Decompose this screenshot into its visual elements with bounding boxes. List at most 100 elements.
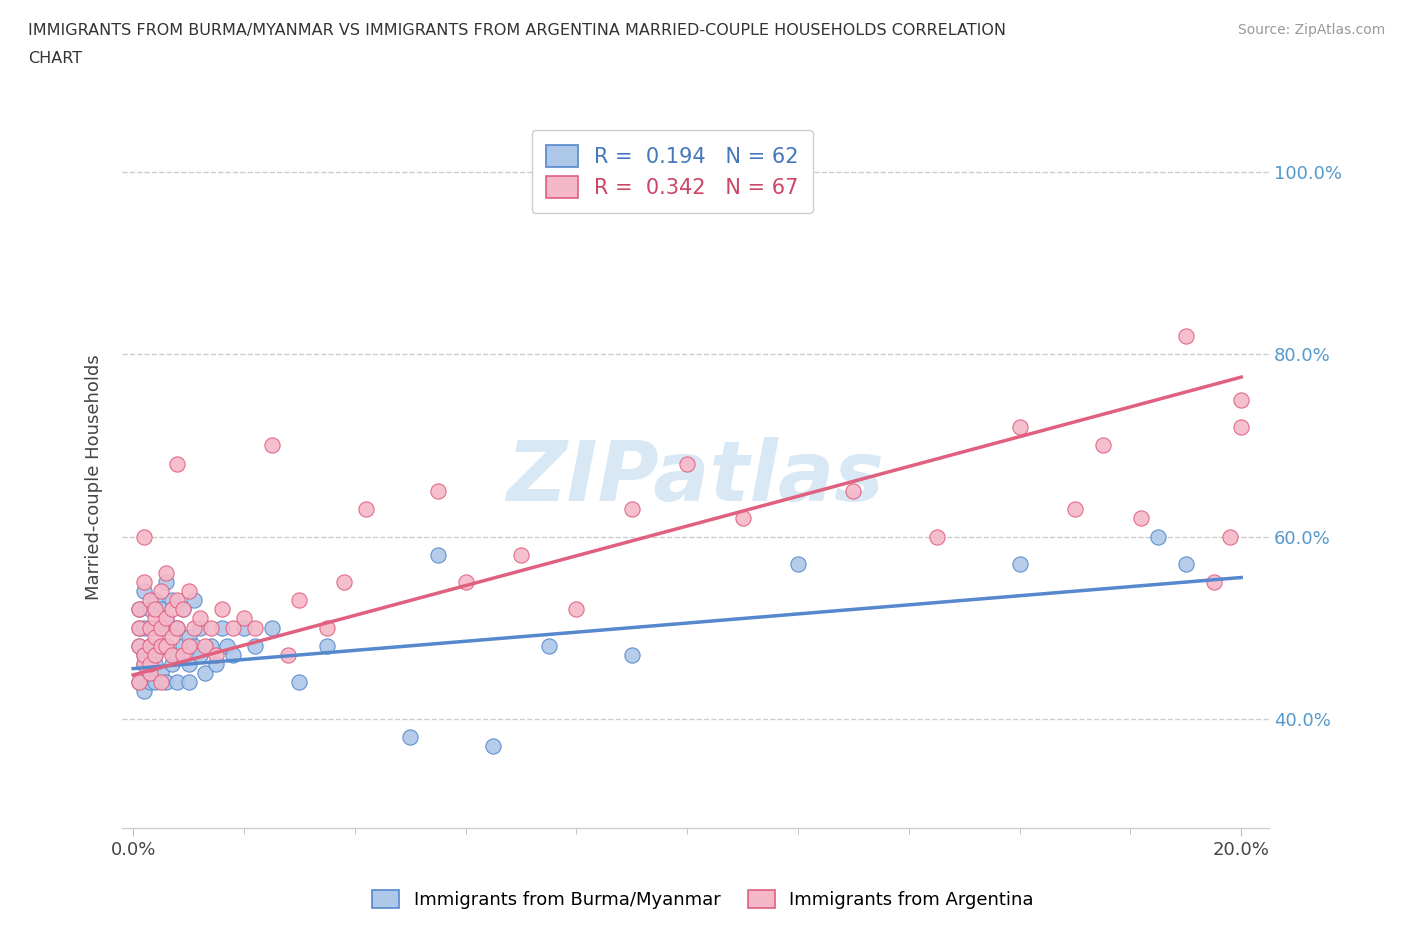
Point [139,657,162,671]
Point [194,638,217,653]
Point [316,638,339,653]
Point [166,457,188,472]
Point [149,620,172,635]
Point [143,647,166,662]
Point [1202,575,1225,590]
Point [1008,419,1031,434]
Point [128,602,150,617]
Point [166,675,188,690]
Point [143,657,166,671]
Point [510,547,533,562]
Point [128,638,150,653]
Point [143,620,166,635]
Point [565,602,588,617]
Point [134,647,156,662]
Point [139,675,162,690]
Point [188,620,211,635]
Point [316,620,339,635]
Point [288,592,311,607]
Point [1130,511,1153,525]
Point [676,457,699,472]
Point [1147,529,1170,544]
Point [537,638,560,653]
Point [128,638,150,653]
Point [139,638,162,653]
Point [925,529,948,544]
Point [482,738,505,753]
Point [139,592,162,607]
Point [172,647,194,662]
Point [211,602,233,617]
Point [222,620,245,635]
Point [205,657,228,671]
Point [222,647,245,662]
Point [1174,328,1197,343]
Point [188,647,211,662]
Point [143,675,166,690]
Point [177,675,200,690]
Point [354,502,377,517]
Point [731,511,754,525]
Point [426,484,449,498]
Point [1091,438,1114,453]
Point [149,666,172,681]
Y-axis label: Married-couple Households: Married-couple Households [86,354,103,600]
Point [134,575,156,590]
Point [205,647,228,662]
Point [139,666,162,681]
Point [166,620,188,635]
Point [183,592,205,607]
Point [842,484,865,498]
Point [194,666,217,681]
Point [232,611,254,626]
Point [1230,392,1253,407]
Point [211,620,233,635]
Point [128,602,150,617]
Point [149,675,172,690]
Point [128,675,150,690]
Point [143,602,166,617]
Point [426,547,449,562]
Point [177,657,200,671]
Point [149,638,172,653]
Text: CHART: CHART [28,51,82,66]
Point [200,620,222,635]
Point [1219,529,1241,544]
Point [160,602,183,617]
Point [243,620,266,635]
Point [139,602,162,617]
Point [160,630,183,644]
Point [166,620,188,635]
Point [143,630,166,644]
Point [134,684,156,698]
Point [155,675,177,690]
Point [143,647,166,662]
Text: IMMIGRANTS FROM BURMA/MYANMAR VS IMMIGRANTS FROM ARGENTINA MARRIED-COUPLE HOUSEH: IMMIGRANTS FROM BURMA/MYANMAR VS IMMIGRA… [28,23,1007,38]
Text: Source: ZipAtlas.com: Source: ZipAtlas.com [1237,23,1385,37]
Point [160,620,183,635]
Point [149,584,172,599]
Point [155,565,177,580]
Point [243,638,266,653]
Point [454,575,477,590]
Point [188,611,211,626]
Point [183,620,205,635]
Point [217,638,239,653]
Point [139,620,162,635]
Point [177,584,200,599]
Point [149,620,172,635]
Point [787,556,810,571]
Point [155,611,177,626]
Point [149,602,172,617]
Point [149,638,172,653]
Point [155,611,177,626]
Point [277,647,299,662]
Point [399,729,422,744]
Point [1064,502,1087,517]
Point [288,675,311,690]
Point [128,620,150,635]
Point [160,657,183,671]
Point [177,638,200,653]
Point [183,638,205,653]
Point [134,529,156,544]
